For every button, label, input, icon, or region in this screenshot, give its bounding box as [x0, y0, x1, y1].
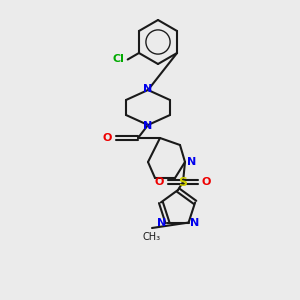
Text: CH₃: CH₃ [143, 232, 161, 242]
Text: N: N [143, 84, 153, 94]
Text: N: N [157, 218, 167, 228]
Text: N: N [187, 157, 196, 167]
Text: O: O [103, 133, 112, 143]
Text: N: N [143, 121, 153, 131]
Text: S: S [178, 176, 188, 188]
Text: O: O [202, 177, 211, 187]
Text: N: N [190, 218, 199, 228]
Text: O: O [154, 177, 164, 187]
Text: Cl: Cl [113, 55, 125, 64]
